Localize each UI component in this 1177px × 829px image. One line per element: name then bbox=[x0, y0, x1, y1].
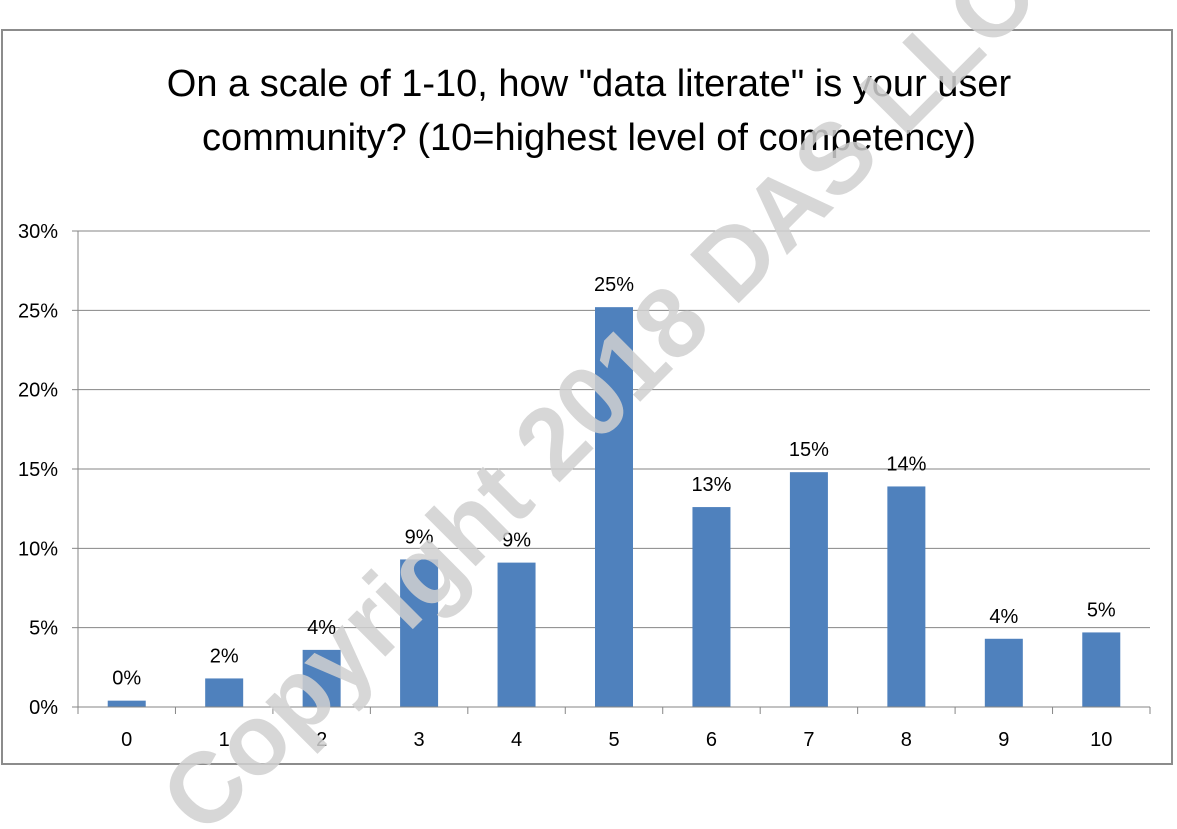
y-tick-label: 0% bbox=[29, 697, 58, 719]
data-label: 2% bbox=[210, 645, 239, 667]
data-label: 4% bbox=[989, 606, 1018, 628]
x-tick-label: 6 bbox=[706, 729, 717, 751]
data-label: 4% bbox=[307, 617, 336, 639]
x-tick-label: 9 bbox=[998, 729, 1009, 751]
data-label: 9% bbox=[502, 530, 531, 552]
data-label: 9% bbox=[405, 526, 434, 548]
x-tick-label: 0 bbox=[121, 729, 132, 751]
y-tick-label: 30% bbox=[18, 221, 58, 243]
chart-title: On a scale of 1-10, how "data literate" … bbox=[3, 57, 1175, 165]
x-tick-label: 1 bbox=[219, 729, 230, 751]
chart-title-line-1: On a scale of 1-10, how "data literate" … bbox=[166, 63, 1012, 105]
bar-0 bbox=[107, 700, 146, 707]
bar-10 bbox=[1082, 632, 1121, 707]
data-label: 0% bbox=[112, 668, 141, 690]
data-label: 5% bbox=[1087, 599, 1116, 621]
bar-1 bbox=[205, 678, 244, 707]
data-label: 13% bbox=[691, 474, 731, 496]
x-tick-label: 3 bbox=[414, 729, 425, 751]
x-tick-label: 8 bbox=[901, 729, 912, 751]
bar-3 bbox=[400, 559, 439, 707]
y-tick-label: 10% bbox=[18, 538, 58, 560]
y-tick-label: 5% bbox=[29, 618, 58, 640]
data-label: 14% bbox=[886, 453, 926, 475]
x-tick-label: 7 bbox=[803, 729, 814, 751]
x-tick-label: 2 bbox=[316, 729, 327, 751]
chart-frame: On a scale of 1-10, how "data literate" … bbox=[1, 29, 1173, 765]
x-tick-label: 4 bbox=[511, 729, 522, 751]
data-label: 25% bbox=[594, 274, 634, 296]
bar-9 bbox=[984, 638, 1023, 707]
x-tick-label: 10 bbox=[1090, 729, 1112, 751]
bar-5 bbox=[595, 307, 633, 707]
chart-title-line-2: community? (10=highest level of competen… bbox=[201, 117, 977, 159]
y-tick-label: 15% bbox=[18, 459, 58, 481]
bar-2 bbox=[302, 649, 341, 707]
x-tick-label: 5 bbox=[608, 729, 619, 751]
bar-6 bbox=[692, 507, 731, 707]
bar-7 bbox=[789, 472, 828, 707]
bar-4 bbox=[497, 562, 536, 707]
y-tick-label: 20% bbox=[18, 380, 58, 402]
bar-8 bbox=[887, 486, 926, 707]
data-label: 15% bbox=[789, 439, 829, 461]
y-tick-label: 25% bbox=[18, 300, 58, 322]
